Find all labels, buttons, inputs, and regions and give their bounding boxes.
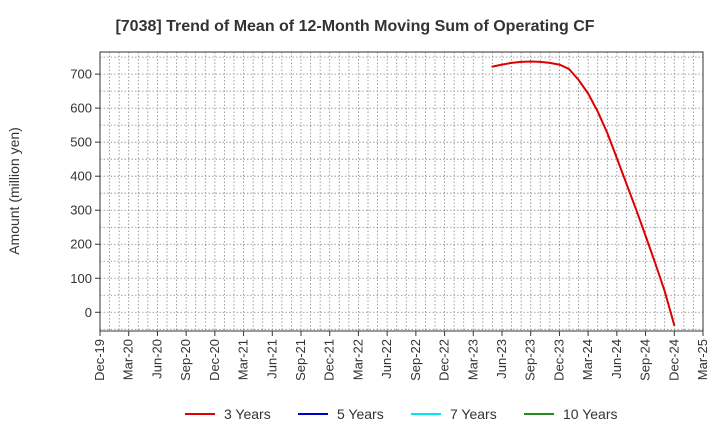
x-tick-label: Dec-24 <box>666 339 681 381</box>
legend: 3 Years 5 Years 7 Years 10 Years <box>185 406 618 422</box>
x-tick-label: Mar-25 <box>695 339 710 380</box>
y-tick-label: 700 <box>70 67 92 82</box>
x-tick-label: Dec-21 <box>322 339 337 381</box>
x-tick-label: Jun-23 <box>494 339 509 379</box>
x-axis: Dec-19 Mar-20 Jun-20 Sep-20 Dec-20 Mar-21 Jun-… <box>92 331 710 381</box>
x-tick-label: Jun-21 <box>264 339 279 379</box>
x-tick-label: Jun-24 <box>609 339 624 379</box>
y-tick-label: 300 <box>70 203 92 218</box>
plot-area <box>100 52 703 331</box>
legend-label: 10 Years <box>563 406 618 422</box>
y-axis: 0 100 200 300 400 500 600 700 <box>70 67 100 320</box>
x-tick-label: Dec-22 <box>437 339 452 381</box>
y-tick-label: 600 <box>70 101 92 116</box>
y-tick-label: 100 <box>70 271 92 286</box>
chart-title: [7038] Trend of Mean of 12-Month Moving … <box>115 18 594 35</box>
x-tick-label: Jun-22 <box>379 339 394 379</box>
series-line-3-years <box>491 60 676 327</box>
x-tick-label: Dec-19 <box>92 339 107 381</box>
x-tick-label: Sep-21 <box>293 339 308 381</box>
y-tick-label: 0 <box>85 305 92 320</box>
x-tick-label: Mar-20 <box>121 339 136 380</box>
legend-label: 5 Years <box>337 406 384 422</box>
x-tick-label: Sep-22 <box>408 339 423 381</box>
y-tick-label: 400 <box>70 169 92 184</box>
x-tick-label: Dec-23 <box>551 339 566 381</box>
x-tick-label: Dec-20 <box>207 339 222 381</box>
y-tick-label: 200 <box>70 237 92 252</box>
x-tick-label: Sep-24 <box>638 339 653 381</box>
legend-label: 7 Years <box>450 406 497 422</box>
legend-label: 3 Years <box>224 406 271 422</box>
x-tick-label: Mar-22 <box>350 339 365 380</box>
x-tick-label: Mar-21 <box>236 339 251 380</box>
grid <box>100 52 703 331</box>
series-layer <box>491 60 676 327</box>
x-tick-label: Jun-20 <box>149 339 164 379</box>
y-tick-label: 500 <box>70 135 92 150</box>
x-tick-label: Mar-23 <box>465 339 480 380</box>
x-tick-label: Sep-20 <box>178 339 193 381</box>
x-tick-label: Mar-24 <box>580 339 595 380</box>
x-tick-label: Sep-23 <box>523 339 538 381</box>
plot-border <box>99 51 704 332</box>
y-axis-label: Amount (million yen) <box>6 127 22 255</box>
